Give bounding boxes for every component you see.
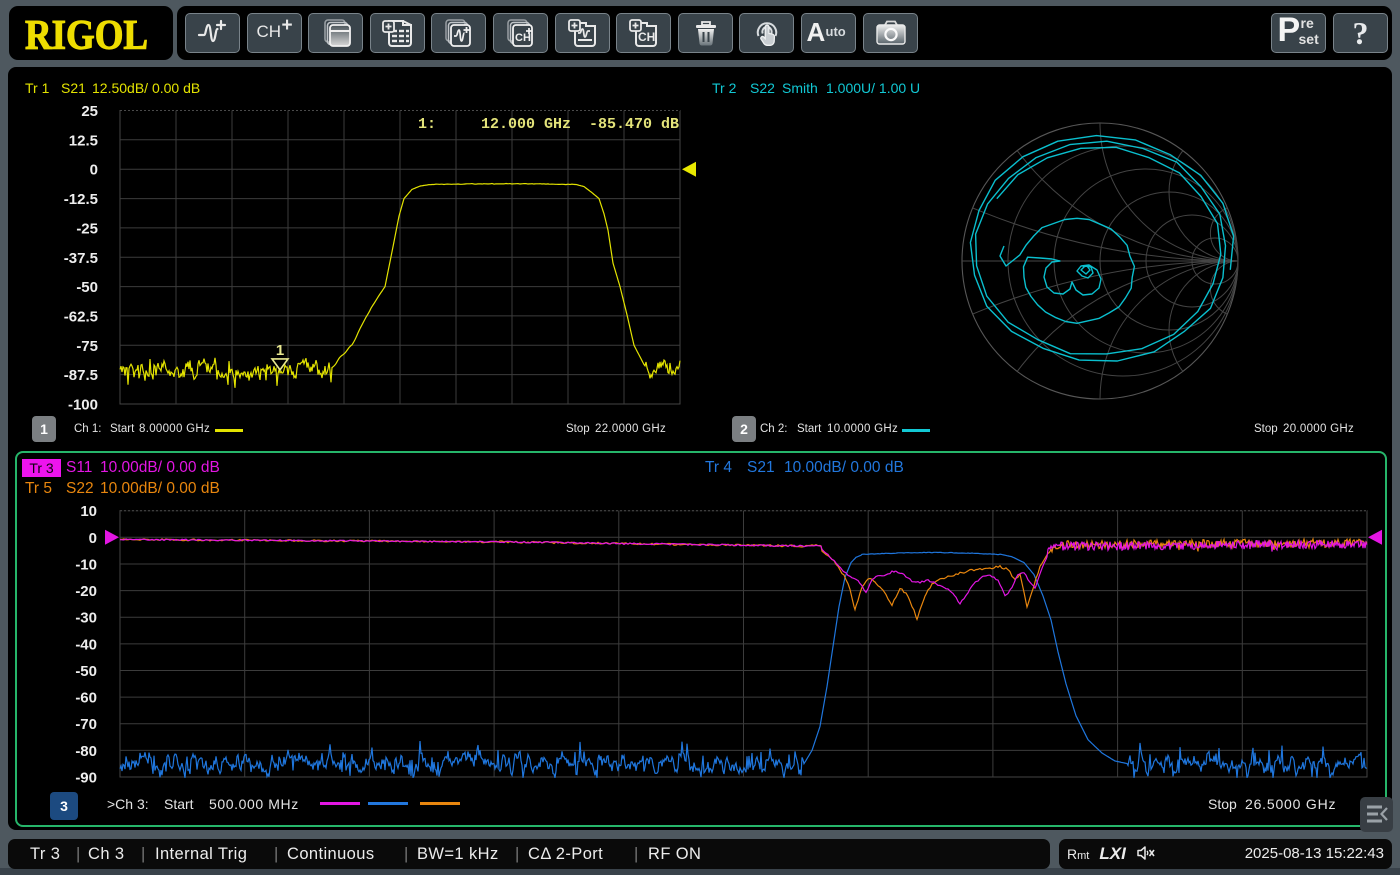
svg-text:-10: -10 xyxy=(75,557,97,574)
svg-text:CH: CH xyxy=(638,30,655,44)
svg-text:-70: -70 xyxy=(75,716,97,733)
svg-text:-50: -50 xyxy=(75,663,97,680)
svg-text:-75: -75 xyxy=(76,338,98,355)
svg-text:0: 0 xyxy=(90,162,98,179)
svg-text:25: 25 xyxy=(81,103,98,120)
svg-text:10: 10 xyxy=(80,503,97,520)
svg-text:1: 1 xyxy=(276,342,284,359)
svg-text:-80: -80 xyxy=(75,743,97,760)
svg-text:-37.5: -37.5 xyxy=(64,250,98,267)
svg-text:-30: -30 xyxy=(75,610,97,627)
svg-text:-87.5: -87.5 xyxy=(64,367,98,384)
svg-text:0: 0 xyxy=(89,530,97,547)
svg-text:-60: -60 xyxy=(75,690,97,707)
svg-text:-25: -25 xyxy=(76,220,98,237)
svg-text:-90: -90 xyxy=(75,770,97,787)
svg-text:-20: -20 xyxy=(75,583,97,600)
svg-text:CH: CH xyxy=(515,32,531,44)
svg-text:12.5: 12.5 xyxy=(69,132,98,149)
svg-text:1: 12.000 GHz -85.470 dB: 1: 12.000 GHz -85.470 dB xyxy=(418,116,679,133)
svg-text:-62.5: -62.5 xyxy=(64,308,98,325)
svg-text:-40: -40 xyxy=(75,636,97,653)
svg-text:-12.5: -12.5 xyxy=(64,191,98,208)
svg-text:-100: -100 xyxy=(68,397,98,414)
svg-text:-50: -50 xyxy=(76,279,98,296)
